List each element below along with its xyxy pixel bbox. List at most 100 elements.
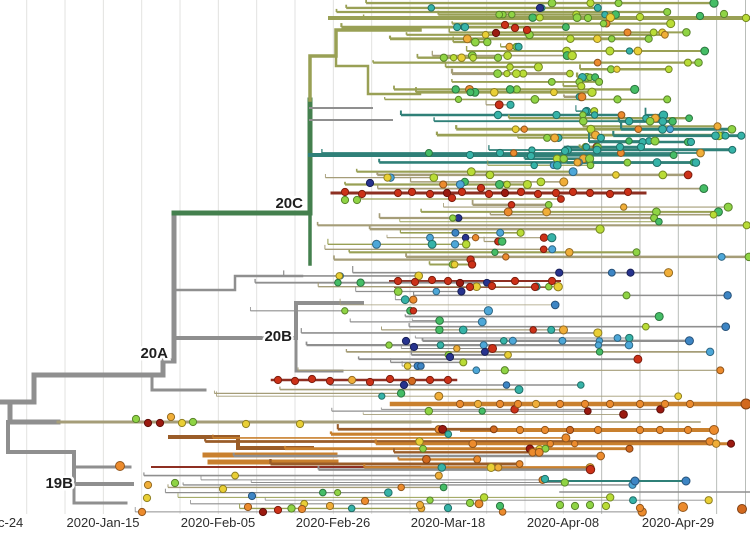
tip[interactable] xyxy=(630,84,640,94)
tip[interactable] xyxy=(550,88,558,97)
tip[interactable] xyxy=(605,13,615,23)
tip[interactable] xyxy=(443,375,453,385)
tip[interactable] xyxy=(543,133,552,142)
tip[interactable] xyxy=(516,187,526,197)
tip[interactable] xyxy=(741,13,750,23)
tip[interactable] xyxy=(535,13,544,22)
tip[interactable] xyxy=(478,407,486,415)
backbone-branch[interactable] xyxy=(150,373,207,392)
tip[interactable] xyxy=(727,124,737,134)
tip[interactable] xyxy=(462,34,472,44)
tip[interactable] xyxy=(605,399,615,409)
tip[interactable] xyxy=(427,239,437,249)
tip[interactable] xyxy=(583,407,592,415)
tip[interactable] xyxy=(505,42,514,51)
tip[interactable] xyxy=(495,148,505,158)
backbone-branch[interactable] xyxy=(0,399,61,425)
tip[interactable] xyxy=(514,385,524,395)
tip[interactable] xyxy=(623,187,633,197)
tip[interactable] xyxy=(586,124,596,134)
tip[interactable] xyxy=(495,399,505,409)
backbone-branch[interactable] xyxy=(6,420,134,486)
backbone-branch[interactable] xyxy=(334,54,422,96)
tip[interactable] xyxy=(455,180,465,189)
tip[interactable] xyxy=(533,62,543,72)
tip[interactable] xyxy=(454,95,463,104)
tip[interactable] xyxy=(555,268,564,277)
tip[interactable] xyxy=(605,46,615,56)
tip[interactable] xyxy=(477,317,487,327)
tip[interactable] xyxy=(419,444,427,453)
tip[interactable] xyxy=(465,150,475,160)
tip[interactable] xyxy=(487,343,498,354)
tip[interactable] xyxy=(660,399,670,409)
tip[interactable] xyxy=(442,188,452,198)
tip[interactable] xyxy=(502,381,511,389)
tip[interactable] xyxy=(613,95,622,104)
tip[interactable] xyxy=(572,13,582,22)
tip[interactable] xyxy=(347,375,357,385)
tip[interactable] xyxy=(635,12,645,22)
tip[interactable] xyxy=(685,399,695,409)
tip[interactable] xyxy=(551,188,561,198)
tip[interactable] xyxy=(457,187,467,197)
tip[interactable] xyxy=(429,173,439,182)
tip[interactable] xyxy=(290,376,300,386)
tip[interactable] xyxy=(455,399,465,409)
tip[interactable] xyxy=(426,496,434,504)
tip[interactable] xyxy=(536,177,546,187)
tip[interactable] xyxy=(273,505,283,515)
tip[interactable] xyxy=(483,306,494,316)
tip[interactable] xyxy=(505,85,515,94)
tip[interactable] xyxy=(457,53,466,62)
tip[interactable] xyxy=(474,499,484,509)
tip[interactable] xyxy=(580,399,590,409)
tip[interactable] xyxy=(509,149,518,157)
tip[interactable] xyxy=(542,207,552,217)
tip[interactable] xyxy=(258,507,268,517)
tip[interactable] xyxy=(594,341,603,349)
tip[interactable] xyxy=(593,34,602,44)
tip[interactable] xyxy=(502,253,510,261)
tip[interactable] xyxy=(365,178,375,188)
tip[interactable] xyxy=(530,161,538,170)
tip[interactable] xyxy=(470,37,480,47)
tip[interactable] xyxy=(558,336,567,345)
tip[interactable] xyxy=(576,381,585,389)
tip[interactable] xyxy=(585,500,595,510)
tip[interactable] xyxy=(506,100,515,109)
tip[interactable] xyxy=(634,125,643,134)
tip[interactable] xyxy=(607,35,616,43)
backbone-branch[interactable] xyxy=(7,372,155,405)
tip[interactable] xyxy=(547,276,557,286)
tip[interactable] xyxy=(489,87,499,97)
tip[interactable] xyxy=(596,133,605,142)
tip[interactable] xyxy=(495,180,504,189)
tip[interactable] xyxy=(522,179,532,190)
tip[interactable] xyxy=(683,58,692,67)
tip[interactable] xyxy=(334,278,342,287)
tip[interactable] xyxy=(699,184,709,194)
tip[interactable] xyxy=(385,341,393,349)
tip[interactable] xyxy=(170,478,180,488)
tip[interactable] xyxy=(613,334,622,342)
tip[interactable] xyxy=(553,282,563,292)
tip[interactable] xyxy=(372,239,381,249)
tip[interactable] xyxy=(655,217,663,226)
tip[interactable] xyxy=(432,287,441,296)
tip[interactable] xyxy=(409,295,418,304)
tip[interactable] xyxy=(143,418,153,428)
tip[interactable] xyxy=(740,398,750,410)
tip[interactable] xyxy=(131,414,141,424)
tip[interactable] xyxy=(711,131,720,141)
tip[interactable] xyxy=(493,69,502,78)
tip[interactable] xyxy=(695,11,705,21)
tip[interactable] xyxy=(595,77,604,86)
tip[interactable] xyxy=(399,380,409,390)
tip[interactable] xyxy=(510,23,520,33)
tip[interactable] xyxy=(635,503,645,513)
tip[interactable] xyxy=(666,125,674,134)
tip[interactable] xyxy=(455,278,465,288)
tip[interactable] xyxy=(585,188,595,198)
tip[interactable] xyxy=(397,483,405,492)
